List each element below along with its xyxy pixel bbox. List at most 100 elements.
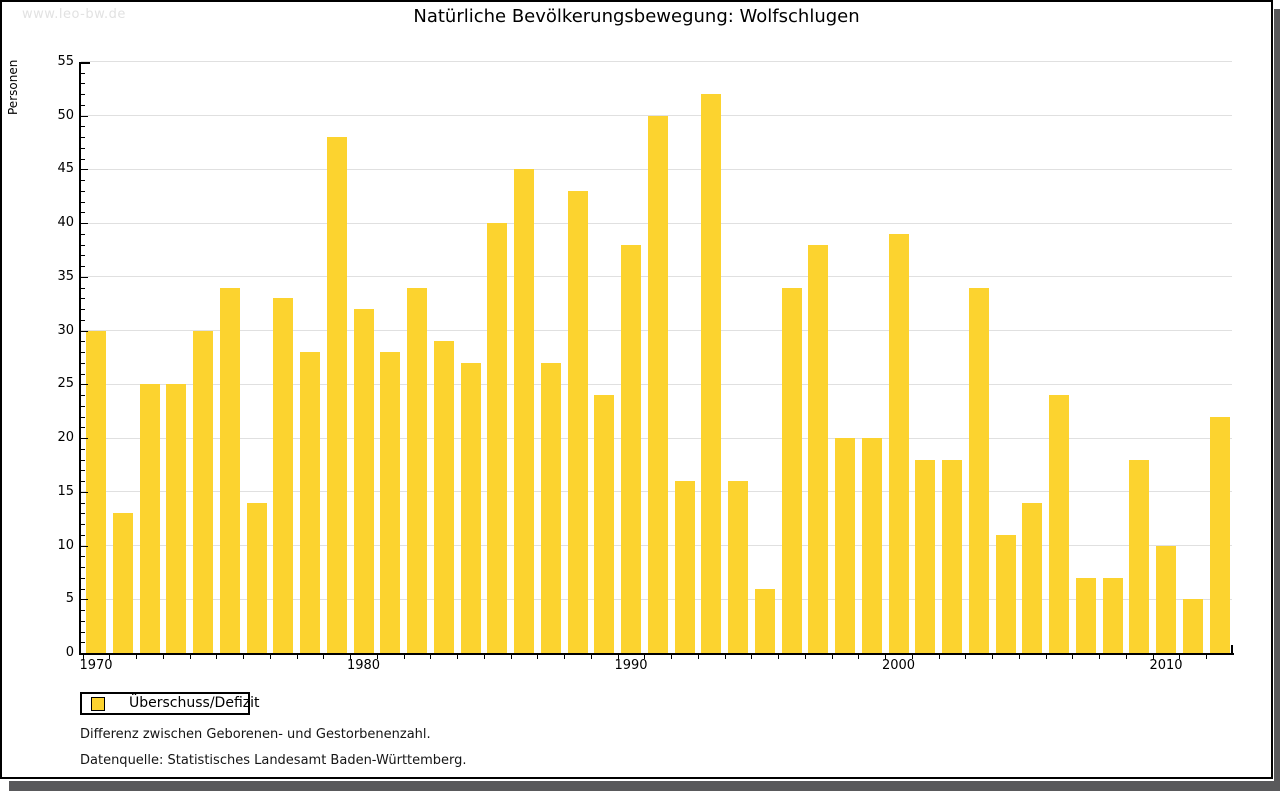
x-tick xyxy=(911,655,913,659)
y-minor-tick xyxy=(81,352,85,353)
y-minor-tick xyxy=(81,577,85,579)
watermark: www.leo-bw.de xyxy=(22,7,126,22)
y-tick-label: 55 xyxy=(57,53,74,69)
y-major-tick xyxy=(81,276,88,278)
x-tick xyxy=(350,655,352,659)
y-minor-tick xyxy=(81,427,85,429)
y-minor-tick xyxy=(81,556,85,558)
bar-1985 xyxy=(487,223,508,653)
y-minor-tick xyxy=(81,405,85,407)
bar-2005 xyxy=(1022,502,1043,653)
y-minor-tick xyxy=(81,395,85,396)
y-minor-tick xyxy=(81,534,85,536)
bar-1980 xyxy=(353,309,374,653)
x-tick xyxy=(189,655,191,659)
y-minor-tick xyxy=(81,588,85,590)
chart-title: Natürliche Bevölkerungsbewegung: Wolfsch… xyxy=(413,6,860,27)
x-axis-endcap xyxy=(1231,645,1233,653)
bar-1986 xyxy=(514,169,534,653)
legend: Überschuss/Defizit xyxy=(80,692,259,715)
y-tick-label: 5 xyxy=(65,591,74,607)
bar-2010 xyxy=(1156,545,1176,653)
y-minor-tick xyxy=(81,190,85,192)
legend-swatch-icon xyxy=(91,697,105,711)
x-tick-label-2000: 2000 xyxy=(881,658,916,673)
x-tick xyxy=(483,655,485,659)
gridline xyxy=(81,61,1232,63)
y-minor-tick xyxy=(81,309,85,310)
y-tick-label: 25 xyxy=(57,376,74,392)
y-minor-tick xyxy=(81,610,85,611)
y-minor-tick xyxy=(81,373,85,375)
bar-1979 xyxy=(326,137,347,653)
x-tick xyxy=(162,655,164,659)
x-tick xyxy=(109,655,111,659)
bar-1999 xyxy=(861,438,882,653)
bar-1994 xyxy=(728,481,748,653)
y-tick-label: 0 xyxy=(65,645,74,660)
bar-2001 xyxy=(915,459,936,653)
bar-1998 xyxy=(835,438,855,653)
x-tick-label-1990: 1990 xyxy=(614,658,648,673)
bar-1982 xyxy=(407,287,427,653)
y-minor-tick xyxy=(81,459,85,461)
y-minor-tick xyxy=(81,212,85,214)
bar-1970 xyxy=(86,330,106,653)
bar-2003 xyxy=(968,287,989,653)
y-minor-tick xyxy=(81,631,85,633)
x-tick-label-2010: 2010 xyxy=(1149,658,1183,673)
y-major-tick xyxy=(81,599,88,601)
x-axis-line xyxy=(79,653,1234,655)
x-tick xyxy=(269,655,271,659)
y-tick-label: 20 xyxy=(57,430,74,445)
x-tick xyxy=(992,655,994,659)
footnote-source: Datenquelle: Statistisches Landesamt Bad… xyxy=(80,753,467,768)
y-minor-tick xyxy=(81,362,85,364)
x-tick xyxy=(1125,655,1127,659)
y-minor-tick xyxy=(81,448,85,450)
y-minor-tick xyxy=(81,180,85,181)
y-minor-tick xyxy=(81,158,85,160)
x-tick xyxy=(831,655,833,659)
y-axis-endcap xyxy=(81,61,90,64)
x-tick xyxy=(1206,655,1208,659)
bar-1997 xyxy=(808,244,829,653)
x-tick xyxy=(323,655,325,659)
x-tick xyxy=(82,655,84,659)
y-minor-tick xyxy=(81,94,85,95)
y-tick-label: 50 xyxy=(57,107,74,123)
x-tick xyxy=(644,655,646,659)
x-tick xyxy=(296,655,298,659)
x-tick xyxy=(804,655,806,659)
y-major-tick xyxy=(81,491,88,493)
x-tick xyxy=(403,655,405,659)
y-tick-label: 40 xyxy=(57,215,74,230)
x-tick xyxy=(1099,655,1101,659)
bar-1988 xyxy=(567,190,588,653)
footnote-definition: Differenz zwischen Geborenen- und Gestor… xyxy=(80,727,431,742)
legend-label: Überschuss/Defizit xyxy=(129,695,260,711)
y-minor-tick xyxy=(81,83,85,85)
bar-1981 xyxy=(380,352,401,653)
bar-2011 xyxy=(1182,599,1203,653)
bar-2012 xyxy=(1209,416,1230,653)
y-major-tick xyxy=(81,545,88,547)
bar-1973 xyxy=(166,384,187,653)
x-tick xyxy=(564,655,566,659)
x-tick xyxy=(590,655,592,659)
x-tick xyxy=(885,655,887,659)
bar-1989 xyxy=(594,395,615,653)
y-minor-tick xyxy=(81,524,85,525)
y-major-tick xyxy=(81,169,88,171)
bar-2008 xyxy=(1102,577,1123,653)
bar-1992 xyxy=(674,481,695,653)
y-minor-tick xyxy=(81,341,85,343)
x-tick xyxy=(1018,655,1020,659)
bar-1996 xyxy=(781,287,802,653)
y-tick-label: 15 xyxy=(57,483,74,499)
x-tick xyxy=(965,655,967,659)
y-minor-tick xyxy=(81,513,85,515)
y-major-tick xyxy=(81,223,88,224)
x-tick xyxy=(617,655,619,659)
